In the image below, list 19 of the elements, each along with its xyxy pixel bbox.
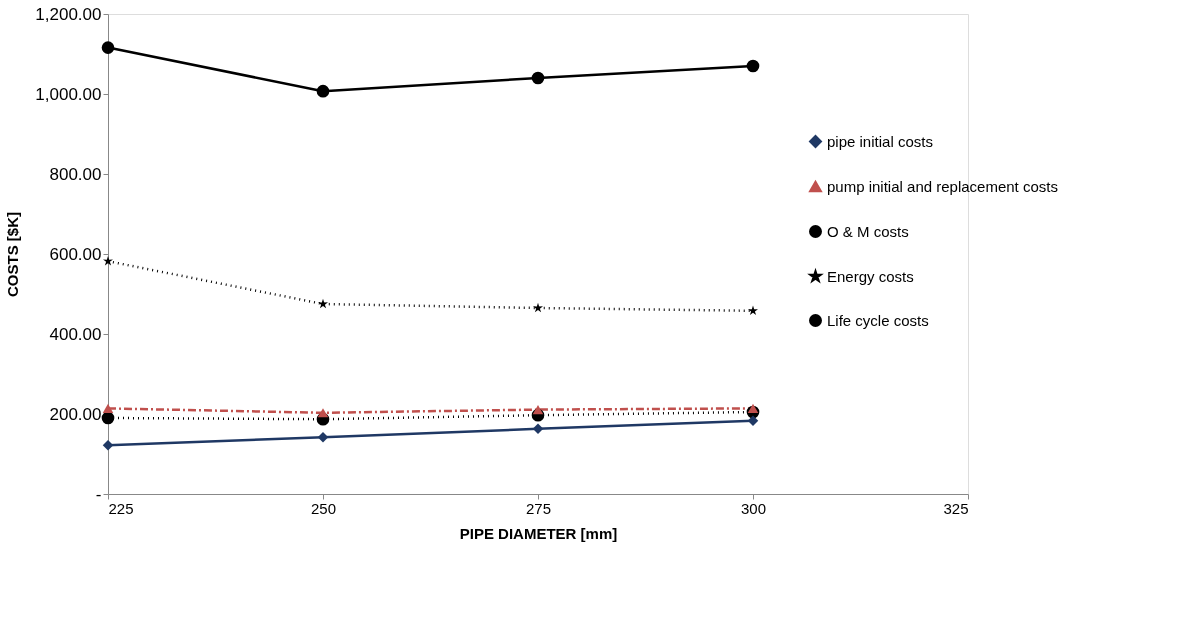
x-tick-label: 225 xyxy=(108,499,134,517)
y-tick-label: 200.00 xyxy=(49,404,102,424)
legend-label: Life cycle costs xyxy=(827,311,929,329)
y-tick-label: 400.00 xyxy=(49,324,102,344)
y-tick-label: 1,000.00 xyxy=(35,84,102,104)
x-tick-label: 275 xyxy=(525,499,552,517)
x-axis-title: PIPE DIAMETER [mm] xyxy=(459,524,618,542)
legend-label: pump initial and replacement costs xyxy=(827,177,1058,195)
x-tick-label: 325 xyxy=(943,499,969,517)
x-tick-label: 300 xyxy=(740,499,767,517)
x-tick-label: 250 xyxy=(310,499,337,517)
y-tick-label: 600.00 xyxy=(49,244,102,264)
y-tick-label: 1,200.00 xyxy=(35,4,102,24)
y-tick-label: 800.00 xyxy=(49,164,102,184)
legend-label: O & M costs xyxy=(827,222,909,240)
y-axis-title: COSTS [$K] xyxy=(4,211,22,298)
legend-label: pipe initial costs xyxy=(827,132,933,150)
y-tick-label: - xyxy=(95,484,102,504)
legend-label: Energy costs xyxy=(827,267,914,285)
